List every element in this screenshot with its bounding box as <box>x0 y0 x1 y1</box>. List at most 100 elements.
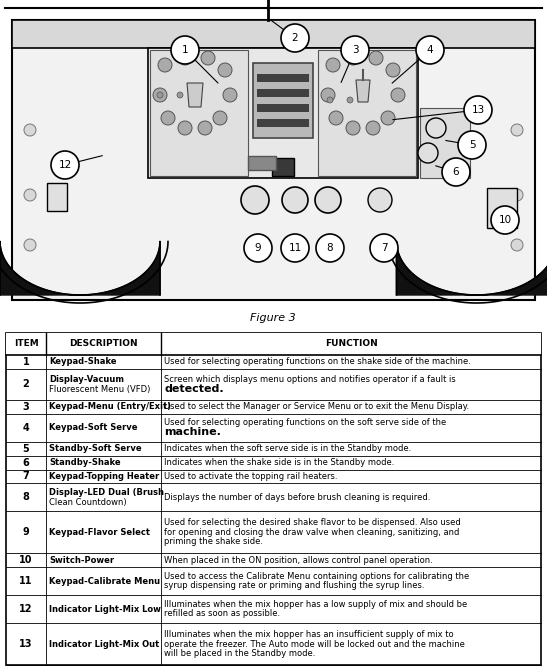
Text: 1: 1 <box>182 45 188 55</box>
Text: Screen which displays menu options and notifies operator if a fault is: Screen which displays menu options and n… <box>164 375 456 384</box>
Text: priming the shake side.: priming the shake side. <box>164 537 263 546</box>
Circle shape <box>329 111 343 125</box>
Circle shape <box>327 97 333 103</box>
Text: 10: 10 <box>19 555 33 565</box>
Bar <box>420 108 470 178</box>
Circle shape <box>418 143 438 163</box>
Text: 5: 5 <box>469 140 475 150</box>
Text: Fluorescent Menu (VFD): Fluorescent Menu (VFD) <box>49 385 150 393</box>
Text: 3: 3 <box>22 402 30 411</box>
Bar <box>148 48 418 178</box>
Circle shape <box>426 118 446 138</box>
Text: Used for selecting the desired shake flavor to be dispensed. Also used: Used for selecting the desired shake fla… <box>164 519 461 527</box>
Circle shape <box>282 187 308 213</box>
Text: operate the freezer. The Auto mode will be locked out and the machine: operate the freezer. The Auto mode will … <box>164 640 465 649</box>
Text: Indicates when the soft serve side is in the Standby mode.: Indicates when the soft serve side is in… <box>164 444 411 453</box>
Text: Displays the number of days before brush cleaning is required.: Displays the number of days before brush… <box>164 493 430 502</box>
Text: refilled as soon as possible.: refilled as soon as possible. <box>164 610 280 618</box>
Circle shape <box>370 234 398 262</box>
Circle shape <box>347 97 353 103</box>
Text: syrup dispensing rate or priming and flushing the syrup lines.: syrup dispensing rate or priming and flu… <box>164 582 424 590</box>
Bar <box>272 158 294 176</box>
Text: Figure 3: Figure 3 <box>250 313 296 323</box>
Bar <box>257 74 309 82</box>
Text: Switch-Power: Switch-Power <box>49 556 114 565</box>
Text: Standby-Shake: Standby-Shake <box>49 458 121 467</box>
Text: Keypad-Topping Heater: Keypad-Topping Heater <box>49 472 159 481</box>
Bar <box>12 20 535 48</box>
Text: Used to activate the topping rail heaters.: Used to activate the topping rail heater… <box>164 472 337 481</box>
Circle shape <box>241 186 269 214</box>
Bar <box>257 105 309 112</box>
Text: 12: 12 <box>19 604 33 614</box>
Circle shape <box>213 111 227 125</box>
Circle shape <box>346 121 360 135</box>
Bar <box>318 50 416 176</box>
Circle shape <box>281 24 309 52</box>
Circle shape <box>511 124 523 136</box>
Text: 7: 7 <box>381 243 387 253</box>
Text: 5: 5 <box>22 444 30 454</box>
Bar <box>487 188 517 228</box>
Circle shape <box>511 189 523 201</box>
Circle shape <box>416 36 444 64</box>
Bar <box>253 63 313 138</box>
Text: Indicator Light-Mix Low: Indicator Light-Mix Low <box>49 604 161 614</box>
Circle shape <box>442 158 470 186</box>
Text: Keypad-Calibrate Menu: Keypad-Calibrate Menu <box>49 577 160 586</box>
Text: 12: 12 <box>59 160 72 170</box>
Circle shape <box>386 63 400 77</box>
Text: Illuminates when the mix hopper has an insufficient supply of mix to: Illuminates when the mix hopper has an i… <box>164 630 454 639</box>
Polygon shape <box>187 83 203 107</box>
Bar <box>12 20 535 300</box>
Polygon shape <box>356 80 370 102</box>
Circle shape <box>281 234 309 262</box>
Circle shape <box>218 63 232 77</box>
Circle shape <box>198 121 212 135</box>
Circle shape <box>24 124 36 136</box>
Text: When placed in the ON position, allows control panel operation.: When placed in the ON position, allows c… <box>164 556 433 565</box>
Text: 6: 6 <box>22 458 30 468</box>
Text: Used for selecting operating functions on the soft serve side of the: Used for selecting operating functions o… <box>164 418 446 427</box>
Polygon shape <box>0 241 160 295</box>
Circle shape <box>464 96 492 124</box>
Bar <box>257 119 309 127</box>
Text: 8: 8 <box>327 243 333 253</box>
Bar <box>150 50 248 176</box>
Text: 13: 13 <box>19 639 33 649</box>
Text: 11: 11 <box>19 576 33 586</box>
Circle shape <box>161 111 175 125</box>
Circle shape <box>153 88 167 102</box>
Text: Illuminates when the mix hopper has a low supply of mix and should be: Illuminates when the mix hopper has a lo… <box>164 600 467 609</box>
Text: 1: 1 <box>22 357 30 367</box>
Text: Keypad-Flavor Select: Keypad-Flavor Select <box>49 528 150 537</box>
Circle shape <box>157 92 163 98</box>
Circle shape <box>315 187 341 213</box>
Text: 13: 13 <box>472 105 485 115</box>
Bar <box>257 89 309 96</box>
Bar <box>47 183 67 211</box>
Text: for opening and closing the draw valve when cleaning, sanitizing, and: for opening and closing the draw valve w… <box>164 528 459 537</box>
Text: Standby-Soft Serve: Standby-Soft Serve <box>49 444 142 453</box>
Text: 4: 4 <box>22 423 30 433</box>
Circle shape <box>51 151 79 179</box>
Circle shape <box>366 121 380 135</box>
Text: Clean Countdown): Clean Countdown) <box>49 498 127 507</box>
Circle shape <box>171 36 199 64</box>
Circle shape <box>178 51 192 65</box>
Text: 9: 9 <box>255 243 261 253</box>
Text: 4: 4 <box>427 45 433 55</box>
Text: 2: 2 <box>22 379 30 389</box>
Circle shape <box>511 239 523 251</box>
Bar <box>248 156 276 170</box>
Text: DESCRIPTION: DESCRIPTION <box>69 340 138 348</box>
Text: 8: 8 <box>22 492 30 502</box>
Text: Display-LED Dual (Brush: Display-LED Dual (Brush <box>49 488 164 497</box>
Circle shape <box>341 36 369 64</box>
Text: ITEM: ITEM <box>14 340 38 348</box>
Text: Used to select the Manager or Service Menu or to exit the Menu Display.: Used to select the Manager or Service Me… <box>164 402 469 411</box>
Text: Indicator Light-Mix Out: Indicator Light-Mix Out <box>49 640 159 649</box>
Circle shape <box>346 51 360 65</box>
Text: will be placed in the Standby mode.: will be placed in the Standby mode. <box>164 649 316 658</box>
Text: 11: 11 <box>288 243 301 253</box>
